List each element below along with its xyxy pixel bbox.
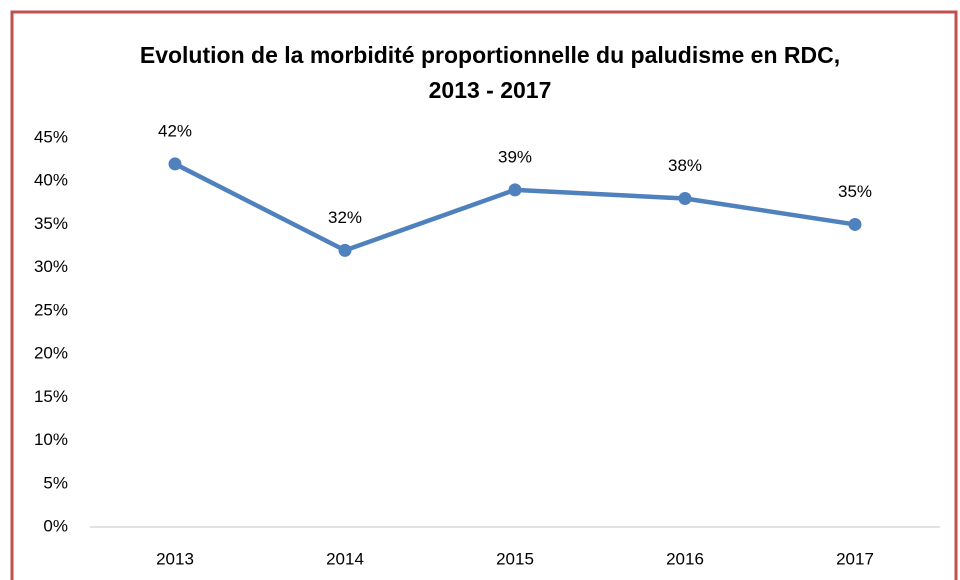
x-tick-label: 2016 [666, 549, 704, 568]
chart-title: Evolution de la morbidité proportionnell… [139, 42, 841, 103]
x-tick-label: 2013 [156, 549, 194, 568]
y-tick-label: 15% [34, 387, 68, 406]
x-tick-label: 2014 [326, 549, 364, 568]
marker [508, 183, 522, 197]
marker [678, 192, 692, 206]
data-label: 39% [498, 147, 532, 166]
y-tick-label: 10% [34, 430, 68, 449]
marker [168, 157, 182, 171]
y-tick-label: 45% [34, 127, 68, 146]
x-tick-label: 2015 [496, 549, 534, 568]
y-tick-label: 20% [34, 344, 68, 363]
data-label: 35% [838, 182, 872, 201]
x-tick-label: 2017 [836, 549, 874, 568]
y-tick-label: 35% [34, 214, 68, 233]
marker [848, 217, 862, 231]
data-label: 38% [668, 156, 702, 175]
y-tick-label: 5% [43, 473, 68, 492]
data-label: 32% [328, 208, 362, 227]
y-tick-label: 0% [43, 516, 68, 535]
chart-border [10, 10, 958, 580]
line [173, 161, 856, 253]
marker [338, 243, 352, 257]
y-tick-label: 25% [34, 300, 68, 319]
data-label: 42% [158, 121, 192, 140]
y-tick-label: 40% [34, 171, 68, 190]
y-tick-label: 30% [34, 257, 68, 276]
